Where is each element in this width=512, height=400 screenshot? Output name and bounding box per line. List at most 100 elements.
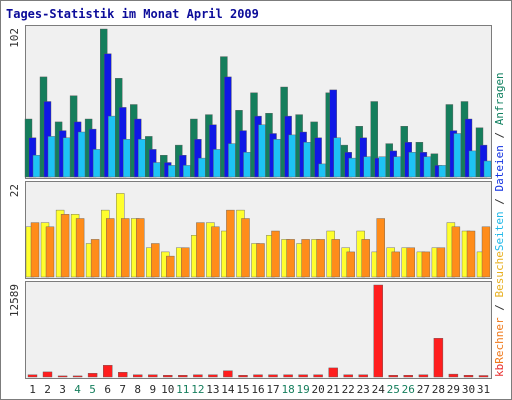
day-label-15: 15 [236, 383, 249, 396]
day-label-31: 31 [477, 383, 490, 396]
bar-middle-rechner-day-6 [105, 218, 115, 278]
day-label-4: 4 [74, 383, 81, 396]
bar-middle-rechner-day-20 [316, 239, 325, 278]
bar-bottom-kb-day-27 [418, 374, 429, 378]
bar-bottom-kb-day-7 [117, 372, 128, 378]
bar-top-seiten-day-14 [228, 143, 236, 178]
bar-top-seiten-day-26 [408, 152, 416, 178]
bar-top-seiten-day-12 [198, 157, 206, 178]
bar-bottom-kb-day-9 [148, 374, 158, 378]
day-label-29: 29 [447, 383, 460, 396]
bar-top-dateien-day-6 [103, 53, 112, 178]
day-label-23: 23 [357, 383, 370, 396]
legend-item-0: kb [493, 364, 506, 377]
bar-bottom-kb-day-24 [373, 284, 383, 378]
bar-top-seiten-day-5 [92, 149, 101, 178]
day-label-10: 10 [161, 383, 174, 396]
bar-bottom-kb-day-2 [42, 371, 53, 378]
right-legend: kbRechner / BesucheSeiten / Dateien / An… [493, 72, 506, 377]
day-label-14: 14 [221, 383, 235, 396]
bar-top-dateien-day-21 [329, 89, 337, 178]
bar-bottom-kb-day-11 [178, 375, 188, 378]
bar-top-seiten-day-18 [288, 134, 296, 178]
bar-bottom-kb-day-13 [208, 374, 218, 378]
bar-top-seiten-day-9 [153, 162, 161, 178]
day-label-9: 9 [149, 383, 156, 396]
bar-middle-rechner-day-5 [90, 239, 100, 278]
legend-text: kbRechner / BesucheSeiten / Dateien / An… [493, 72, 506, 377]
bar-middle-rechner-day-13 [211, 226, 220, 278]
day-label-26: 26 [402, 383, 415, 396]
bar-top-anfragen-day-24 [370, 101, 378, 178]
legend-item-3: Besuche [493, 251, 506, 297]
bar-middle-rechner-day-23 [361, 239, 370, 278]
bar-top-seiten-day-22 [348, 157, 356, 178]
bar-top-seiten-day-31 [483, 160, 492, 178]
bar-middle-rechner-day-29 [451, 226, 461, 278]
bar-top-seiten-day-17 [273, 139, 281, 178]
bar-middle-rechner-day-19 [301, 239, 310, 278]
bar-top-seiten-day-6 [107, 115, 116, 178]
day-label-19: 19 [296, 383, 309, 396]
day-label-2: 2 [44, 383, 51, 396]
bar-middle-rechner-day-22 [346, 251, 355, 278]
bar-middle-rechner-day-2 [45, 226, 55, 278]
day-label-25: 25 [387, 383, 400, 396]
bar-top-seiten-day-1 [32, 154, 41, 178]
bar-middle-rechner-day-26 [406, 247, 415, 278]
day-label-28: 28 [432, 383, 445, 396]
bar-top-seiten-day-11 [183, 165, 191, 178]
bar-top-dateien-day-30 [464, 118, 473, 178]
bar-bottom-kb-day-30 [463, 375, 474, 378]
bar-top-seiten-day-15 [243, 152, 251, 178]
bar-middle-rechner-day-28 [436, 247, 446, 278]
bar-middle-rechner-day-17 [271, 230, 280, 278]
bar-bottom-kb-day-17 [268, 374, 278, 378]
bar-bottom-kb-day-21 [328, 367, 338, 378]
bar-bottom-kb-day-26 [403, 375, 413, 378]
legend-item-7: / [493, 125, 506, 145]
bar-top-seiten-day-23 [363, 156, 371, 178]
bar-top-seiten-day-7 [122, 139, 131, 178]
day-label-8: 8 [134, 383, 141, 396]
bar-bottom-kb-day-18 [283, 374, 293, 378]
bar-top-seiten-day-2 [47, 136, 56, 178]
bar-middle-rechner-day-25 [391, 251, 400, 278]
bar-top-seiten-day-16 [258, 124, 266, 178]
bar-bottom-kb-day-1 [27, 374, 38, 378]
bar-top-seiten-day-20 [318, 163, 326, 178]
bar-bottom-kb-day-19 [298, 374, 308, 378]
bar-middle-rechner-day-14 [226, 209, 235, 278]
day-label-1: 1 [29, 383, 36, 396]
bar-top-seiten-day-21 [333, 137, 341, 178]
panel-top-max-label: 102 [8, 28, 21, 48]
bar-top-seiten-day-27 [423, 156, 432, 178]
day-label-3: 3 [59, 383, 66, 396]
bar-middle-rechner-day-3 [60, 214, 70, 278]
day-label-17: 17 [266, 383, 279, 396]
bar-bottom-kb-day-22 [343, 374, 353, 378]
bar-bottom-kb-day-4 [72, 375, 83, 378]
bar-middle-rechner-day-30 [466, 230, 476, 278]
day-label-18: 18 [281, 383, 294, 396]
bar-top-dateien-day-14 [224, 76, 232, 178]
day-label-13: 13 [206, 383, 219, 396]
day-label-16: 16 [251, 383, 264, 396]
bar-top-seiten-day-30 [468, 150, 477, 178]
legend-item-2: / [493, 298, 506, 318]
panel-bottom [25, 281, 492, 379]
panel-middle-max-label: 22 [8, 184, 21, 197]
bar-middle-rechner-day-16 [256, 243, 265, 278]
bar-bottom-kb-day-14 [223, 370, 233, 378]
bar-middle-rechner-day-27 [421, 251, 431, 278]
day-label-7: 7 [119, 383, 126, 396]
bar-bottom-kb-day-31 [478, 375, 489, 378]
bar-middle-rechner-day-4 [75, 218, 85, 278]
day-label-11: 11 [176, 383, 189, 396]
bar-top-seiten-day-13 [213, 149, 221, 178]
bar-bottom-kb-day-20 [313, 374, 323, 378]
bar-bottom-kb-day-23 [358, 374, 368, 378]
bar-top-seiten-day-29 [453, 133, 462, 178]
bar-bottom-kb-day-25 [388, 375, 398, 378]
